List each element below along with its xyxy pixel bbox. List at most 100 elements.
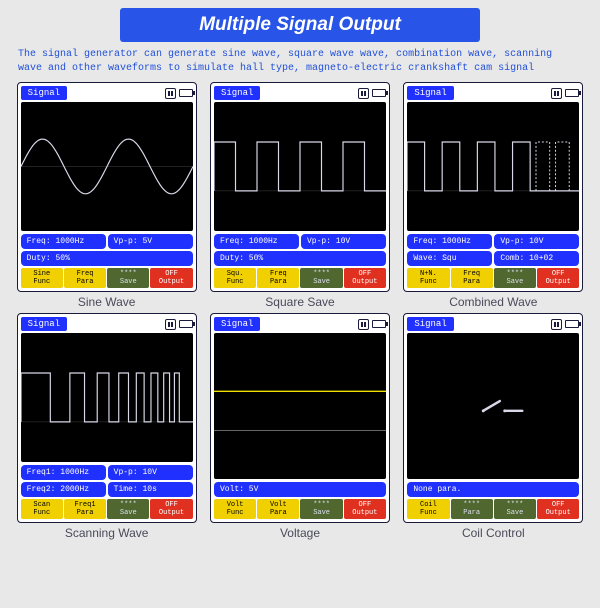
param-pill[interactable]: Freq: 1000Hz — [214, 234, 299, 249]
buttons-row: ScanFuncFreq1Para****SaveOFFOutput — [21, 499, 193, 519]
panel-header: Signal — [214, 86, 386, 100]
pause-icon[interactable] — [551, 319, 562, 330]
signal-tab[interactable]: Signal — [21, 317, 67, 331]
param-pill[interactable]: Freq: 1000Hz — [21, 234, 106, 249]
panel-caption: Combined Wave — [449, 295, 537, 309]
params-row: Freq: 1000HzVp-p: 10V Duty: 50% — [214, 234, 386, 266]
param-pill[interactable]: Wave: Squ — [407, 251, 492, 266]
signal-tab[interactable]: Signal — [407, 86, 453, 100]
button-func[interactable]: ScanFunc — [21, 499, 63, 519]
signal-tab[interactable]: Signal — [21, 86, 67, 100]
battery-icon — [179, 320, 193, 328]
pause-icon[interactable] — [358, 319, 369, 330]
params-row: None para. — [407, 482, 579, 497]
param-pill[interactable]: Vp-p: 10V — [494, 234, 579, 249]
button-output[interactable]: OFFOutput — [150, 268, 192, 288]
panels-grid: Signal Freq: 1000HzVp-p: 5VDuty: 50% Sin… — [0, 82, 600, 540]
param-pill[interactable]: None para. — [407, 482, 579, 497]
button-save[interactable]: ****Save — [494, 268, 536, 288]
pause-icon[interactable] — [165, 88, 176, 99]
param-pill[interactable]: Duty: 50% — [214, 251, 386, 266]
buttons-row: Squ.FuncFreqPara****SaveOFFOutput — [214, 268, 386, 288]
battery-icon — [372, 89, 386, 97]
battery-icon — [179, 89, 193, 97]
battery-icon — [565, 320, 579, 328]
device-panel: Signal Volt: 5V VoltFuncVoltPara****Save… — [210, 313, 390, 523]
button-save[interactable]: ****Save — [494, 499, 536, 519]
pause-icon[interactable] — [358, 88, 369, 99]
pause-icon[interactable] — [551, 88, 562, 99]
param-pill[interactable]: Volt: 5V — [214, 482, 386, 497]
param-pill[interactable]: Freq2: 2000Hz — [21, 482, 106, 497]
param-pill[interactable]: Vp-p: 5V — [108, 234, 193, 249]
panel-2: Signal Freq: 1000HzVp-p: 10VWave: SquCom… — [401, 82, 586, 309]
device-panel: Signal None para. CoilFunc****Para****Sa… — [403, 313, 583, 523]
params-row: Freq1: 1000HzVp-p: 10VFreq2: 2000HzTime:… — [21, 465, 193, 497]
param-pill[interactable]: Freq: 1000Hz — [407, 234, 492, 249]
panel-header: Signal — [214, 317, 386, 331]
params-row: Freq: 1000HzVp-p: 5V Duty: 50% — [21, 234, 193, 266]
button-para[interactable]: FreqPara — [64, 268, 106, 288]
device-panel: Signal Freq: 1000HzVp-p: 10V Duty: 50% Sq… — [210, 82, 390, 292]
button-para[interactable]: Freq1Para — [64, 499, 106, 519]
param-pill[interactable]: Freq1: 1000Hz — [21, 465, 106, 480]
button-func[interactable]: Squ.Func — [214, 268, 256, 288]
button-func[interactable]: N+N.Func — [407, 268, 449, 288]
battery-icon — [565, 89, 579, 97]
wave-display — [214, 102, 386, 231]
button-output[interactable]: OFFOutput — [344, 268, 386, 288]
button-output[interactable]: OFFOutput — [344, 499, 386, 519]
panel-header: Signal — [407, 86, 579, 100]
param-pill[interactable]: Vp-p: 10V — [301, 234, 386, 249]
button-func[interactable]: VoltFunc — [214, 499, 256, 519]
panel-5: Signal None para. CoilFunc****Para****Sa… — [401, 313, 586, 540]
wave-display — [407, 102, 579, 231]
buttons-row: SineFuncFreqPara****SaveOFFOutput — [21, 268, 193, 288]
wave-display — [21, 333, 193, 462]
button-func[interactable]: SineFunc — [21, 268, 63, 288]
button-func[interactable]: CoilFunc — [407, 499, 449, 519]
device-panel: Signal Freq: 1000HzVp-p: 5V Duty: 50% Sin… — [17, 82, 197, 292]
param-pill[interactable]: Duty: 50% — [21, 251, 193, 266]
params-row: Volt: 5V — [214, 482, 386, 497]
buttons-row: N+N.FuncFreqPara****SaveOFFOutput — [407, 268, 579, 288]
panel-caption: Sine Wave — [78, 295, 136, 309]
buttons-row: CoilFunc****Para****SaveOFFOutput — [407, 499, 579, 519]
button-output[interactable]: OFFOutput — [537, 268, 579, 288]
panel-caption: Voltage — [280, 526, 320, 540]
panel-1: Signal Freq: 1000HzVp-p: 10V Duty: 50% Sq… — [207, 82, 392, 309]
button-output[interactable]: OFFOutput — [537, 499, 579, 519]
device-panel: Signal Freq1: 1000HzVp-p: 10VFreq2: 2000… — [17, 313, 197, 523]
param-pill[interactable]: Time: 10s — [108, 482, 193, 497]
panel-3: Signal Freq1: 1000HzVp-p: 10VFreq2: 2000… — [14, 313, 199, 540]
description-text: The signal generator can generate sine w… — [0, 48, 600, 82]
button-para[interactable]: FreqPara — [451, 268, 493, 288]
button-para[interactable]: ****Para — [451, 499, 493, 519]
signal-tab[interactable]: Signal — [214, 317, 260, 331]
panel-caption: Coil Control — [462, 526, 525, 540]
button-save[interactable]: ****Save — [107, 499, 149, 519]
buttons-row: VoltFuncVoltPara****SaveOFFOutput — [214, 499, 386, 519]
button-save[interactable]: ****Save — [300, 499, 342, 519]
param-pill[interactable]: Comb: 10+02 — [494, 251, 579, 266]
panel-header: Signal — [21, 86, 193, 100]
button-para[interactable]: VoltPara — [257, 499, 299, 519]
device-panel: Signal Freq: 1000HzVp-p: 10VWave: SquCom… — [403, 82, 583, 292]
button-save[interactable]: ****Save — [107, 268, 149, 288]
signal-tab[interactable]: Signal — [407, 317, 453, 331]
button-save[interactable]: ****Save — [300, 268, 342, 288]
wave-display — [214, 333, 386, 479]
panel-caption: Square Save — [265, 295, 334, 309]
battery-icon — [372, 320, 386, 328]
panel-4: Signal Volt: 5V VoltFuncVoltPara****Save… — [207, 313, 392, 540]
pause-icon[interactable] — [165, 319, 176, 330]
wave-display — [21, 102, 193, 231]
page-title: Multiple Signal Output — [120, 8, 480, 42]
param-pill[interactable]: Vp-p: 10V — [108, 465, 193, 480]
panel-caption: Scanning Wave — [65, 526, 149, 540]
button-output[interactable]: OFFOutput — [150, 499, 192, 519]
signal-tab[interactable]: Signal — [214, 86, 260, 100]
panel-0: Signal Freq: 1000HzVp-p: 5V Duty: 50% Sin… — [14, 82, 199, 309]
panel-header: Signal — [21, 317, 193, 331]
button-para[interactable]: FreqPara — [257, 268, 299, 288]
